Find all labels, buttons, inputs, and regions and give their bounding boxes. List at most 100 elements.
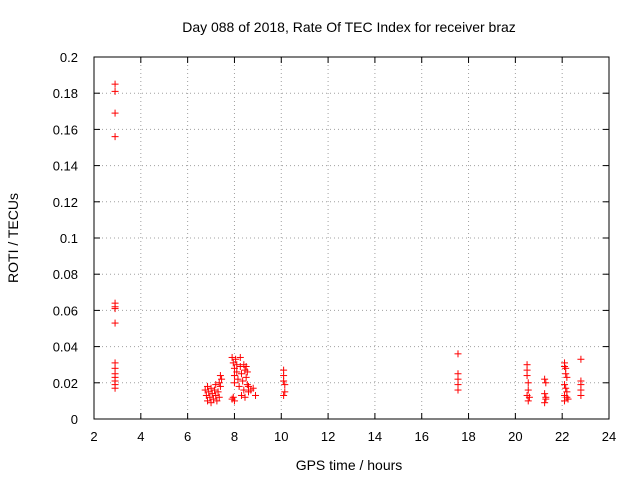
data-point [562,370,570,378]
data-point [209,395,217,403]
data-point [240,386,248,394]
data-point [230,372,238,380]
x-tick-label: 2 [90,429,97,444]
data-point [454,350,462,358]
x-tick-label: 14 [368,429,382,444]
data-point [236,353,244,361]
data-point [243,368,251,376]
data-point [561,397,569,405]
axis-ticks [93,56,610,420]
data-point [229,393,237,401]
data-point [204,397,212,405]
data-point [237,391,245,399]
data-point [241,393,249,401]
data-point [111,109,119,117]
chart-title: Day 088 of 2018, Rate Of TEC Index for r… [182,19,516,35]
data-point [205,388,213,396]
data-point [214,388,222,396]
y-tick-label: 0.12 [53,195,78,210]
data-point [541,375,549,383]
grid-lines [94,57,609,419]
data-point [233,361,241,369]
data-point [249,384,257,392]
x-tick-label: 16 [414,429,428,444]
data-point [215,393,223,401]
data-point [111,133,119,141]
y-axis-label: ROTI / TECUs [5,193,21,283]
y-tick-label: 0 [71,412,78,427]
data-point [228,395,236,403]
data-point [541,390,549,398]
y-tick-label: 0.1 [60,231,78,246]
data-point [204,382,212,390]
x-tick-label: 8 [231,429,238,444]
data-point [524,379,532,387]
data-point [239,377,247,385]
data-point [524,386,532,394]
data-point [232,355,240,363]
data-point [235,382,243,390]
x-tick-label: 18 [461,429,475,444]
x-tick-label: 4 [137,429,144,444]
data-point [111,319,119,327]
data-point [525,393,533,401]
data-point [211,386,219,394]
data-point [542,395,550,403]
x-axis-label: GPS time / hours [296,457,403,473]
data-point [454,386,462,394]
data-point [280,377,288,385]
data-point [111,80,119,88]
y-tick-labels: 0 0.02 0.04 0.06 0.08 0.1 0.12 0.14 0.16 0.18 0.2 [53,50,78,427]
data-point [242,363,250,371]
data-point [216,382,224,390]
data-point [212,391,220,399]
data-point [523,372,531,380]
data-point [212,381,220,389]
data-point [230,379,238,387]
data-point [229,359,237,367]
data-point [234,375,242,383]
y-tick-label: 0.2 [60,50,78,65]
data-point [281,381,289,389]
data-point [563,393,571,401]
y-tick-label: 0.08 [53,267,78,282]
data-point [230,364,238,372]
data-point [562,384,570,392]
data-point [111,87,119,95]
data-point [206,393,214,401]
data-point [207,399,215,407]
data-point [201,386,209,394]
data-point [237,370,245,378]
data-point [252,391,260,399]
x-tick-label: 22 [555,429,569,444]
data-point [233,368,241,376]
x-tick-label: 20 [508,429,522,444]
data-point [213,397,221,405]
data-point [542,379,550,387]
data-point [577,391,585,399]
data-point [245,382,252,390]
y-tick-label: 0.18 [53,86,78,101]
data-point [216,372,224,380]
data-point [563,373,571,381]
data-point [280,391,288,399]
data-point [202,391,210,399]
x-tick-label: 24 [602,429,616,444]
data-point [243,381,251,389]
data-point [577,355,585,363]
plot-frame [93,56,610,420]
data-point [111,384,119,392]
y-tick-label: 0.04 [53,340,78,355]
data-point [242,373,250,381]
x-tick-labels: 2 4 6 8 10 12 14 16 18 20 22 24 [90,429,616,444]
data-point [228,353,236,361]
x-tick-label: 6 [184,429,191,444]
y-tick-label: 0.02 [53,376,78,391]
data-points [111,80,585,407]
data-point [524,397,532,405]
data-point [111,305,119,313]
data-point [281,388,289,396]
x-tick-label: 10 [274,429,288,444]
data-point [236,363,244,371]
